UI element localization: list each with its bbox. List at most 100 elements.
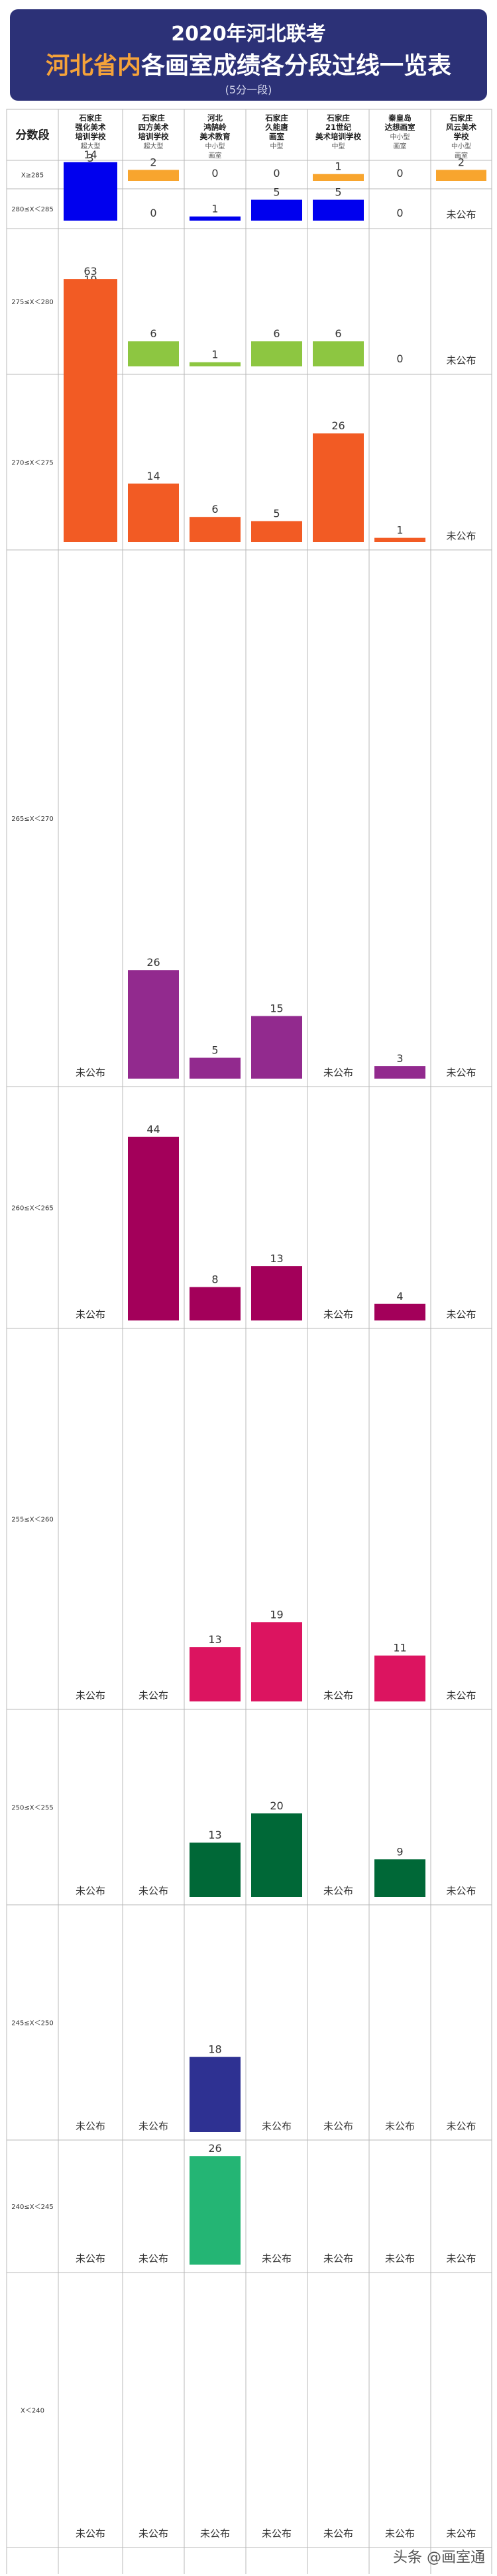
bar-row-4-col-1 <box>64 279 117 542</box>
data-label: 0 <box>211 167 218 180</box>
bar-row-3-col-2 <box>128 341 179 366</box>
not-published-label: 未公布 <box>446 2120 476 2132</box>
data-label: 14 <box>146 470 160 482</box>
studio-header-6-line-1: 秦皇岛 <box>388 113 412 123</box>
not-published-label: 未公布 <box>323 1885 353 1897</box>
studio-header-7-line-1: 石家庄 <box>449 113 473 123</box>
not-published-label: 未公布 <box>200 2528 230 2540</box>
data-label: 0 <box>396 207 403 219</box>
not-published-label: 未公布 <box>323 2120 353 2132</box>
bar-row-4-col-3 <box>190 517 241 542</box>
bar-row-2-col-1 <box>64 162 117 221</box>
score-range-label: 250≤X＜255 <box>11 1805 53 1812</box>
not-published-label: 未公布 <box>262 2528 292 2540</box>
not-published-label: 未公布 <box>323 1309 353 1320</box>
not-published-label: 未公布 <box>385 2253 415 2265</box>
studio-header-2-line-2: 四方美术 <box>138 123 169 132</box>
not-published-label: 未公布 <box>262 2120 292 2132</box>
not-published-label: 未公布 <box>138 2120 168 2132</box>
bar-row-7-col-3 <box>190 1647 241 1701</box>
score-range-label: 280≤X＜285 <box>11 206 53 213</box>
not-published-label: 未公布 <box>76 1067 105 1079</box>
score-range-label: 260≤X＜265 <box>11 1205 53 1212</box>
score-range-label: 275≤X＜280 <box>11 299 53 306</box>
data-label: 63 <box>83 265 97 278</box>
bar-row-3-col-5 <box>313 341 364 366</box>
header-row <box>6 109 492 161</box>
bar-row-6-col-3 <box>190 1287 241 1320</box>
data-label: 44 <box>146 1123 160 1136</box>
not-published-label: 未公布 <box>76 1885 105 1897</box>
data-label: 2 <box>458 156 465 168</box>
studio-header-4-line-4: 中型 <box>270 142 284 150</box>
bar-row-8-col-4 <box>251 1813 302 1897</box>
studio-header-4-line-2: 久能唐 <box>264 123 288 132</box>
score-row-6 <box>6 1086 492 1329</box>
data-label: 6 <box>211 503 218 515</box>
not-published-label: 未公布 <box>76 1690 105 1701</box>
data-label: 3 <box>87 152 93 164</box>
not-published-label: 未公布 <box>76 2120 105 2132</box>
data-label: 26 <box>208 2142 221 2155</box>
studio-header-1-line-1: 石家庄 <box>78 113 102 123</box>
title-line-2: 河北省内各画室成绩各分段过线一览表 <box>10 46 487 81</box>
not-published-label: 未公布 <box>138 2253 168 2265</box>
bar-row-7-col-6 <box>374 1655 425 1701</box>
title-highlight: 河北省内 <box>45 52 141 80</box>
not-published-label: 未公布 <box>323 1690 353 1701</box>
data-label: 5 <box>335 186 341 199</box>
score-range-label: X≥285 <box>21 172 44 180</box>
studio-header-6-line-4: 画室 <box>394 142 407 150</box>
data-label: 13 <box>270 1252 283 1265</box>
data-label: 26 <box>146 956 160 969</box>
data-label: 1 <box>335 160 341 173</box>
score-range-label: 245≤X＜250 <box>11 2020 53 2027</box>
bar-row-5-col-2 <box>128 970 179 1079</box>
bar-row-4-col-4 <box>251 521 302 542</box>
data-label: 4 <box>396 1290 403 1303</box>
bar-row-6-col-2 <box>128 1136 179 1320</box>
not-published-label: 未公布 <box>262 2253 292 2265</box>
score-row-11 <box>6 2272 492 2548</box>
studio-header-6-line-3: 中小型 <box>390 133 410 141</box>
bar-row-10-col-3 <box>190 2156 241 2265</box>
score-range-label: 265≤X＜270 <box>11 816 53 823</box>
studio-header-1-line-2: 强化美术 <box>76 123 106 132</box>
score-range-label: 255≤X＜260 <box>11 1517 53 1524</box>
bar-row-1-col-7 <box>436 170 486 181</box>
bar-row-9-col-3 <box>190 2057 241 2132</box>
watermark: 头条 @画室通 <box>393 2549 485 2566</box>
bar-row-3-col-3 <box>190 362 241 366</box>
bar-row-6-col-6 <box>374 1303 425 1320</box>
studio-header-5-line-1: 石家庄 <box>326 113 350 123</box>
score-row-9 <box>6 1904 492 2141</box>
studio-header-3-line-2: 鸿鹄岭 <box>203 123 227 132</box>
data-label: 6 <box>335 327 341 340</box>
score-row-5 <box>6 549 492 1087</box>
data-label: 0 <box>273 167 280 180</box>
studio-header-5-line-3: 美术培训学校 <box>315 132 361 141</box>
not-published-label: 未公布 <box>138 2528 168 2540</box>
data-label: 1 <box>396 524 403 537</box>
not-published-label: 未公布 <box>76 2253 105 2265</box>
title-line-1: 2020年河北联考 <box>171 23 326 46</box>
score-range-label: 240≤X＜245 <box>11 2204 53 2211</box>
not-published-label: 未公布 <box>385 2528 415 2540</box>
studio-header-2-line-1: 石家庄 <box>141 113 165 123</box>
bar-row-1-col-5 <box>313 174 364 181</box>
data-label: 2 <box>150 156 156 168</box>
not-published-label: 未公布 <box>323 2253 353 2265</box>
data-label: 5 <box>273 508 280 520</box>
not-published-label: 未公布 <box>446 209 476 221</box>
not-published-label: 未公布 <box>446 1885 476 1897</box>
data-label: 26 <box>331 419 345 432</box>
bar-row-4-col-2 <box>128 483 179 542</box>
title-rest: 各画室成绩各分段过线一览表 <box>141 52 452 80</box>
studio-header-7-line-2: 风云美术 <box>446 123 476 132</box>
studio-header-2-line-3: 培训学校 <box>138 132 169 141</box>
data-label: 0 <box>396 167 403 180</box>
bar-row-6-col-4 <box>251 1266 302 1320</box>
data-label: 8 <box>211 1273 218 1286</box>
not-published-label: 未公布 <box>138 1690 168 1701</box>
